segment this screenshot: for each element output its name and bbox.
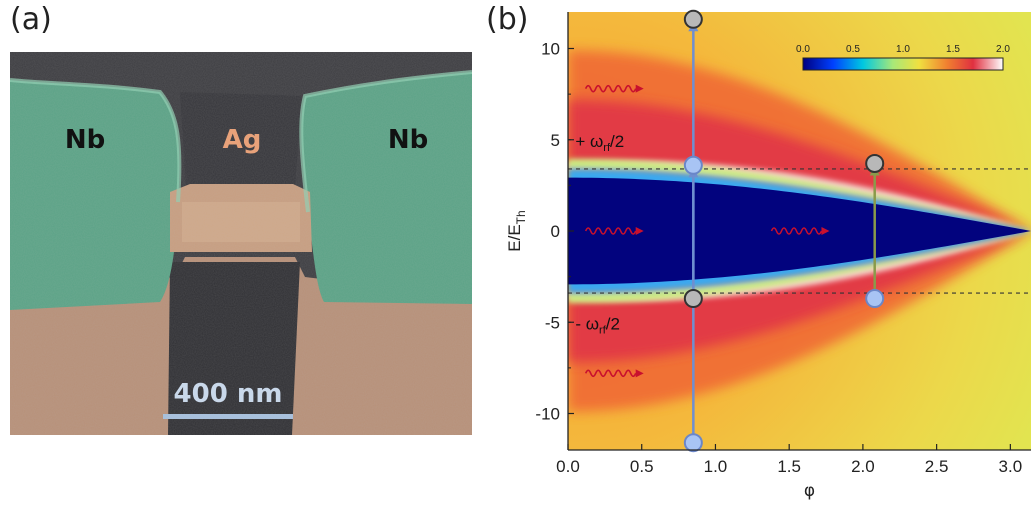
x-axis-title: φ: [804, 481, 815, 501]
sem-micrograph: Nb Ag Nb 400 nm: [10, 52, 472, 435]
colorbar-gradient: [802, 57, 1004, 71]
rf-wave-arrowhead-2: [821, 227, 830, 235]
y-axis-title: E/ETh: [505, 210, 528, 251]
state-marker-empty-5: [865, 289, 885, 309]
y-tick-label-2: 0: [551, 222, 560, 241]
frequency-annotation-1: - ωrf/2: [575, 315, 620, 337]
colorbar-tick-label-1: 0.5: [846, 44, 860, 55]
rf-wave-1: [584, 227, 637, 235]
rf-wave-3: [584, 369, 637, 378]
x-tick-label-6: 3.0: [999, 457, 1023, 476]
colorbar-tick-label-4: 2.0: [996, 44, 1010, 55]
rf-wave-0: [584, 84, 637, 93]
y-tick-label-3: -5: [545, 313, 560, 332]
y-tick-label-0: 10: [541, 40, 560, 59]
colorbar-tick-label-2: 1.0: [896, 44, 910, 55]
y-tick-label-4: -10: [535, 405, 560, 424]
state-marker-occupied-4: [865, 153, 885, 173]
scale-bar: [163, 414, 293, 419]
frequency-annotation-0: + ωrf/2: [575, 132, 624, 154]
colorbar: 0.0 0.5 1.0 1.5 2.0: [796, 44, 1010, 71]
panel-b-label: (b): [486, 2, 529, 37]
state-marker-empty-3: [683, 433, 703, 453]
x-tick-label-1: 0.5: [630, 457, 654, 476]
x-tick-label-2: 1.0: [704, 457, 728, 476]
minigap-region: [568, 177, 1031, 285]
rf-wave-arrowhead-3: [635, 369, 644, 378]
rf-wave-arrowhead-0: [635, 84, 644, 93]
lower-red-band: [568, 231, 1031, 363]
ag-label: Ag: [223, 125, 262, 155]
nb-right-label: Nb: [388, 125, 428, 155]
x-tick-label-4: 2.0: [851, 457, 875, 476]
state-marker-occupied-0: [683, 9, 703, 29]
panel-a-label: (a): [10, 2, 52, 37]
colorbar-tick-label-3: 1.5: [946, 44, 960, 55]
upper-red-band: [568, 99, 1031, 231]
x-tick-label-5: 2.5: [925, 457, 949, 476]
upper-edge-glow: [568, 158, 1031, 231]
colorbar-tick-label-0: 0.0: [796, 44, 810, 55]
x-tick-label-0: 0.0: [556, 457, 580, 476]
nb-left-label: Nb: [65, 125, 105, 155]
state-marker-empty-1: [683, 155, 703, 175]
state-marker-occupied-2: [683, 289, 703, 309]
y-tick-label-1: 5: [551, 131, 560, 150]
lower-edge-glow: [568, 231, 1031, 304]
rf-wave-2: [770, 227, 823, 235]
scale-bar-label: 400 nm: [174, 379, 283, 409]
x-tick-label-3: 1.5: [777, 457, 801, 476]
rf-wave-arrowhead-1: [635, 227, 644, 235]
